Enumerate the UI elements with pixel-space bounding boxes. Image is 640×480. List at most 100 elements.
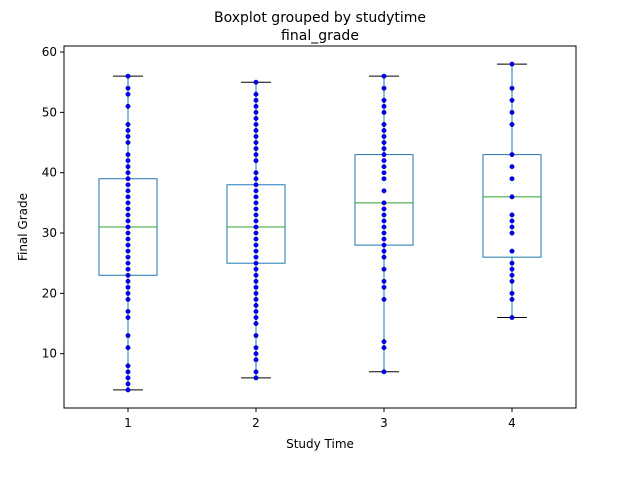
point-2-24: [253, 212, 259, 218]
point-3-7: [381, 254, 387, 260]
boxes-layer: [98, 63, 542, 391]
point-4-8: [509, 230, 515, 236]
point-3-17: [381, 188, 387, 194]
chart-title: Boxplot grouped by studytime: [214, 10, 426, 26]
point-2-2: [253, 357, 259, 363]
box-4: [482, 154, 542, 258]
point-3-15: [381, 206, 387, 212]
point-2-26: [253, 200, 259, 206]
point-4-6: [509, 260, 515, 266]
point-1-5: [125, 345, 131, 351]
point-2-0: [253, 375, 259, 381]
point-4-0: [509, 315, 515, 320]
point-3-4: [381, 284, 387, 290]
point-3-26: [381, 128, 387, 133]
point-2-22: [253, 224, 259, 230]
point-4-11: [509, 212, 515, 218]
point-3-9: [381, 242, 387, 248]
point-2-7: [253, 315, 259, 320]
point-1-28: [125, 182, 131, 188]
point-2-27: [253, 194, 259, 200]
y-axis: 10 20 30 40 50 60: [42, 45, 64, 361]
point-3-3: [381, 296, 387, 302]
point-2-38: [253, 121, 259, 127]
point-3-19: [381, 170, 387, 176]
point-2-19: [253, 242, 259, 248]
point-2-16: [253, 260, 259, 266]
point-2-37: [253, 128, 259, 133]
point-4-7: [509, 248, 515, 254]
point-2-34: [253, 146, 259, 152]
point-1-9: [125, 296, 131, 302]
point-3-5: [381, 278, 387, 284]
x-tick-label-3: 3: [380, 416, 388, 430]
point-1-30: [125, 170, 131, 176]
point-2-17: [253, 254, 259, 260]
point-2-40: [253, 109, 259, 115]
point-3-25: [381, 134, 387, 139]
point-1-24: [125, 206, 131, 212]
point-1-40: [125, 85, 131, 91]
point-2-9: [253, 302, 259, 308]
y-tick-label-60: 60: [42, 45, 57, 59]
point-2-41: [253, 103, 259, 109]
point-2-12: [253, 284, 259, 290]
point-3-24: [381, 140, 387, 145]
point-1-19: [125, 236, 131, 242]
point-4-20: [509, 61, 515, 67]
point-3-14: [381, 212, 387, 218]
y-tick-label-30: 30: [42, 226, 57, 240]
point-2-23: [253, 218, 259, 224]
y-tick-label-40: 40: [42, 166, 57, 180]
point-4-1: [509, 296, 515, 302]
point-3-31: [381, 85, 387, 91]
point-2-21: [253, 230, 259, 236]
point-3-11: [381, 230, 387, 236]
point-1-35: [125, 134, 131, 139]
x-axis: 1 2 3 4: [124, 408, 516, 430]
point-4-16: [509, 121, 515, 127]
point-2-20: [253, 236, 259, 242]
point-1-41: [125, 73, 131, 79]
y-tick-label-50: 50: [42, 105, 57, 119]
point-1-20: [125, 230, 131, 236]
point-4-2: [509, 290, 515, 296]
point-4-15: [509, 152, 515, 158]
point-1-25: [125, 200, 131, 206]
point-2-11: [253, 290, 259, 296]
point-1-37: [125, 121, 131, 127]
point-1-17: [125, 248, 131, 254]
point-3-0: [381, 369, 387, 375]
point-2-10: [253, 296, 259, 302]
point-1-38: [125, 103, 131, 109]
point-4-17: [509, 109, 515, 115]
point-2-39: [253, 115, 259, 121]
point-4-10: [509, 218, 515, 224]
point-3-10: [381, 236, 387, 242]
y-axis-label: Final Grade: [16, 193, 30, 261]
point-4-3: [509, 278, 515, 284]
point-2-25: [253, 206, 259, 212]
point-1-23: [125, 212, 131, 218]
x-tick-label-1: 1: [124, 416, 132, 430]
point-1-32: [125, 158, 131, 164]
point-1-39: [125, 91, 131, 97]
point-4-9: [509, 224, 515, 230]
point-1-13: [125, 272, 131, 278]
point-3-20: [381, 164, 387, 170]
point-1-29: [125, 176, 131, 182]
point-2-36: [253, 134, 259, 139]
point-1-6: [125, 333, 131, 339]
point-2-5: [253, 333, 259, 339]
point-3-29: [381, 103, 387, 109]
point-1-26: [125, 194, 131, 200]
point-3-27: [381, 121, 387, 127]
point-2-44: [253, 79, 259, 85]
point-4-5: [509, 266, 515, 272]
point-1-31: [125, 164, 131, 170]
plot-area: [63, 45, 577, 409]
point-2-18: [253, 248, 259, 254]
point-3-32: [381, 73, 387, 79]
point-1-4: [125, 363, 131, 369]
